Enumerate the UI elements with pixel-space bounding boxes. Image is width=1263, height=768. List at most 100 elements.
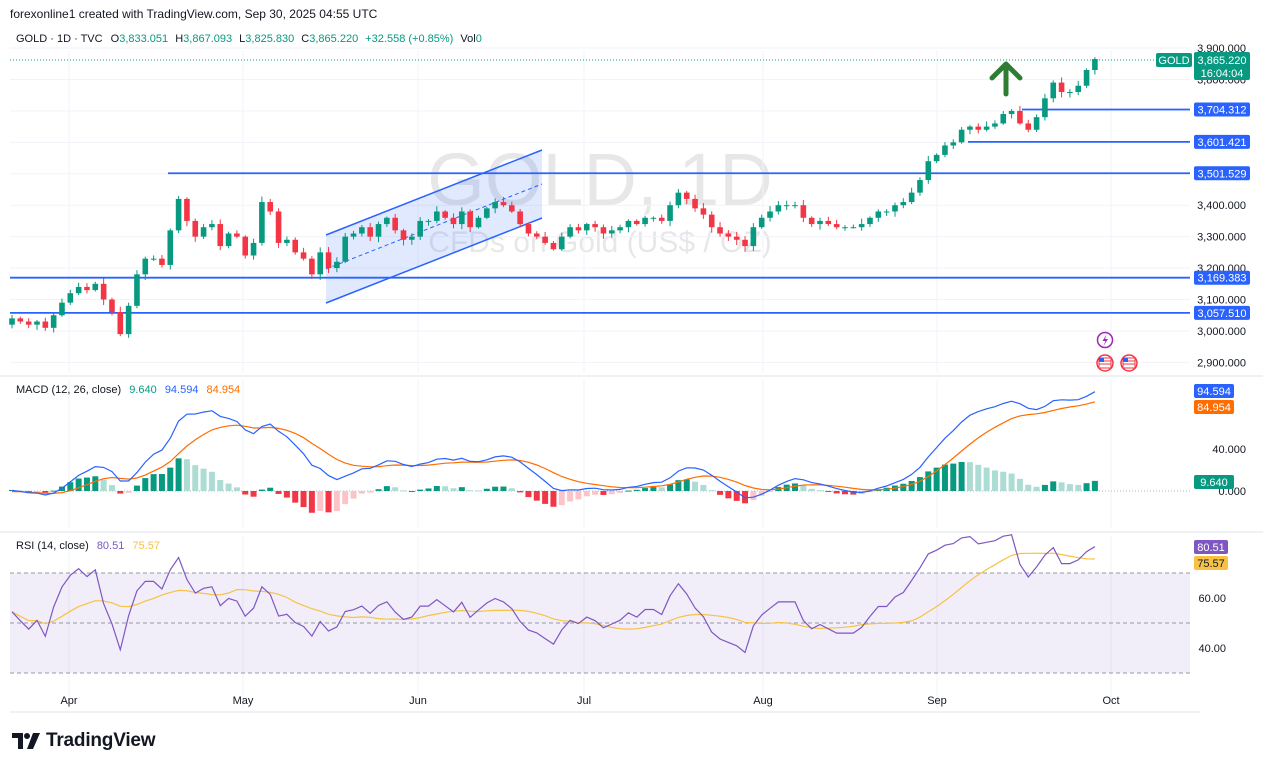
macd-histogram-bar: [558, 491, 565, 506]
candle: [867, 216, 873, 228]
candle: [184, 197, 190, 227]
candle-body: [300, 252, 307, 259]
candle-body: [658, 217, 665, 221]
legend-c-label: C: [301, 33, 309, 45]
horizontal-levels[interactable]: [10, 108, 1190, 314]
candle-body: [925, 161, 932, 181]
macd-histogram-bar: [991, 470, 998, 491]
candle: [692, 194, 698, 212]
macd-histogram-bar: [725, 491, 732, 499]
candle: [342, 232, 348, 264]
candle: [583, 222, 590, 235]
event-lightning-icon[interactable]: [1096, 331, 1114, 349]
candle: [533, 231, 540, 240]
macd-histogram-bar: [1058, 482, 1065, 491]
candle: [850, 224, 857, 229]
candle: [725, 230, 732, 241]
macd-histogram-bar: [525, 491, 532, 498]
candle: [925, 155, 932, 184]
candle-body: [117, 312, 124, 335]
candle-body: [775, 205, 782, 212]
macd-histogram-bar: [933, 467, 940, 491]
macd-histogram-bar: [550, 491, 557, 507]
candle: [425, 219, 432, 226]
candle-body: [275, 211, 282, 243]
candle-body: [1033, 117, 1040, 130]
candle-body: [350, 233, 357, 237]
candle: [875, 209, 882, 222]
price-axis[interactable]: 3,900.0003,800.0003,700.0003,600.0003,50…: [1194, 43, 1250, 369]
candle-body: [1067, 92, 1073, 94]
main-legend: GOLD · 1D · TVC O3,833.051 H3,867.093 L3…: [16, 33, 482, 45]
candle: [375, 221, 382, 243]
level-price-label: 3,704.312: [1198, 105, 1247, 117]
candle-body: [200, 227, 207, 237]
time-axis[interactable]: Apr May Jun Jul Aug Sep Oct: [60, 695, 1119, 707]
macd-histogram-bar: [300, 491, 307, 508]
parallel-channel-drawing[interactable]: [325, 149, 543, 304]
candle-body: [259, 202, 265, 243]
macd-histogram-bar: [367, 491, 374, 493]
economic-event-flag-icon[interactable]: [1096, 354, 1114, 372]
candle-body: [500, 202, 507, 206]
candle: [942, 142, 948, 158]
macd-histogram-bar: [458, 487, 465, 491]
macd-histogram-bar: [433, 486, 440, 491]
candle-body: [450, 217, 457, 225]
macd-histogram-bar: [800, 485, 807, 491]
macd-histogram-bar: [67, 482, 74, 491]
macd-histogram-bar: [842, 491, 848, 495]
candle: [575, 223, 582, 234]
candle-body: [833, 224, 840, 228]
macd-histogram-bar: [492, 486, 499, 491]
candle: [150, 255, 157, 261]
level-price-tag: [1194, 102, 1250, 117]
macd-histogram-bar: [225, 483, 232, 491]
channel-upper-line: [325, 149, 543, 236]
economic-event-flag-icon[interactable]: [1120, 354, 1138, 372]
candle-body: [375, 224, 382, 237]
candle: [67, 289, 74, 305]
tradingview-logo[interactable]: TradingView: [12, 730, 156, 752]
candle-body: [84, 286, 90, 291]
macd-histogram-bar: [1091, 480, 1098, 491]
macd-histogram-bar: [117, 491, 124, 494]
time-axis-tick: Apr: [60, 695, 77, 707]
candle-body: [625, 220, 632, 228]
candle: [467, 209, 473, 233]
macd-histogram-bar: [758, 491, 765, 496]
candle-body: [592, 224, 598, 228]
time-axis-tick: May: [233, 695, 254, 707]
candle-body: [34, 321, 40, 325]
candle: [783, 200, 790, 210]
candle-body: [459, 211, 465, 225]
candle-body: [50, 315, 57, 328]
candle: [600, 224, 607, 239]
level-price-tag: [1194, 305, 1250, 320]
up-arrow-icon[interactable]: [989, 61, 1023, 97]
candle-body: [242, 236, 249, 256]
rsi-pane: [10, 534, 1190, 674]
legend-o-label: O: [111, 33, 120, 45]
candle: [775, 201, 782, 215]
candle: [1008, 109, 1015, 119]
macd-histogram-bar: [908, 480, 915, 491]
macd-legend-signal: 84.954: [207, 384, 241, 396]
candle: [792, 201, 798, 209]
candle: [167, 228, 174, 270]
macd-histogram-bar: [808, 488, 815, 491]
candle: [642, 215, 648, 227]
macd-histogram-bar: [975, 464, 982, 491]
candle: [1042, 93, 1048, 121]
candle: [517, 208, 523, 228]
candle-body: [725, 233, 732, 237]
watermark-title: GOLD, 1D: [427, 138, 772, 221]
candle: [117, 306, 124, 337]
candle: [159, 254, 165, 268]
macd-histogram-bar: [92, 476, 99, 491]
legend-open: 3,833.051: [119, 33, 168, 45]
candle: [392, 213, 398, 234]
macd-pane: [9, 391, 1190, 513]
